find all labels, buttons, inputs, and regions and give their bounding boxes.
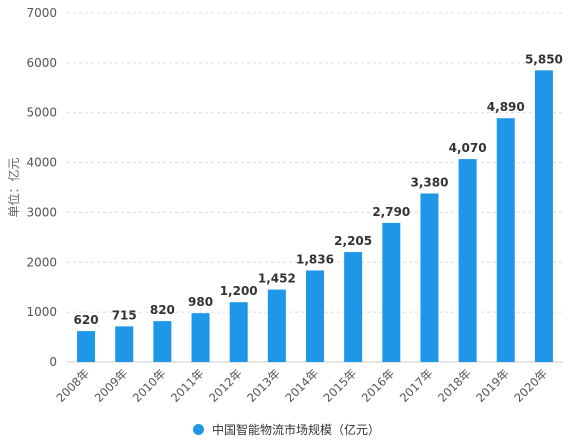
legend[interactable]: 中国智能物流市场规模（亿元） xyxy=(0,421,573,438)
bar[interactable] xyxy=(77,331,96,362)
data-label: 1,836 xyxy=(296,252,334,266)
data-label: 2,205 xyxy=(334,234,372,248)
data-label: 1,452 xyxy=(258,272,296,286)
bar[interactable] xyxy=(382,222,401,362)
x-tick-label: 2013年 xyxy=(244,366,283,405)
y-tick-label: 0 xyxy=(49,355,57,369)
y-tick-label: 6000 xyxy=(26,56,57,70)
data-label: 980 xyxy=(188,295,213,309)
x-tick-label: 2011年 xyxy=(168,366,207,405)
data-label: 4,890 xyxy=(487,100,525,114)
x-tick-label: 2009年 xyxy=(92,366,131,405)
bar[interactable] xyxy=(496,118,515,362)
y-tick-label: 5000 xyxy=(26,106,57,120)
x-tick-label: 2015年 xyxy=(321,366,360,405)
data-label: 4,070 xyxy=(449,141,487,155)
data-label: 715 xyxy=(112,308,137,322)
y-tick-label: 4000 xyxy=(26,156,57,170)
y-tick-label: 3000 xyxy=(26,205,57,219)
x-axis-ticks: 2008年 2009年 2010年 2011年 2012年 2013年 2014年 2015年… xyxy=(53,366,550,405)
legend-marker xyxy=(192,424,204,435)
x-tick-label: 2012年 xyxy=(206,366,245,405)
bars xyxy=(77,70,553,362)
y-tick-label: 1000 xyxy=(26,305,57,319)
legend-label: 中国智能物流市场规模（亿元） xyxy=(211,423,380,437)
data-label: 3,380 xyxy=(410,175,448,189)
data-label: 820 xyxy=(150,303,175,317)
data-label: 5,850 xyxy=(525,52,563,66)
x-tick-label: 2018年 xyxy=(435,366,474,405)
data-label: 620 xyxy=(74,313,99,327)
bar[interactable] xyxy=(153,321,172,362)
bar[interactable] xyxy=(229,302,248,362)
bar[interactable] xyxy=(115,326,134,362)
bar[interactable] xyxy=(267,289,286,362)
x-tick-label: 2016年 xyxy=(359,366,398,405)
bar-chart: 0 1000 2000 3000 4000 5000 6000 7000 单位：亿元 620 7… xyxy=(6,6,563,405)
bar[interactable] xyxy=(344,252,363,362)
x-tick-label: 2019年 xyxy=(473,366,512,405)
y-axis-label: 单位：亿元 xyxy=(6,157,21,217)
y-tick-label: 2000 xyxy=(26,255,57,269)
bar[interactable] xyxy=(420,193,439,362)
x-tick-label: 2017年 xyxy=(397,366,436,405)
grid-lines xyxy=(67,12,563,313)
bar[interactable] xyxy=(458,159,477,362)
x-tick-label: 2008年 xyxy=(53,366,92,405)
data-label: 1,200 xyxy=(220,284,258,298)
y-axis-ticks: 0 1000 2000 3000 4000 5000 6000 7000 xyxy=(26,6,57,369)
bar[interactable] xyxy=(191,313,210,362)
bar[interactable] xyxy=(306,270,324,362)
y-tick-label: 7000 xyxy=(26,6,57,20)
bar[interactable] xyxy=(534,70,553,362)
data-label: 2,790 xyxy=(372,205,410,219)
x-tick-label: 2020年 xyxy=(511,366,550,405)
x-tick-label: 2014年 xyxy=(282,366,321,405)
x-tick-label: 2010年 xyxy=(130,366,169,405)
